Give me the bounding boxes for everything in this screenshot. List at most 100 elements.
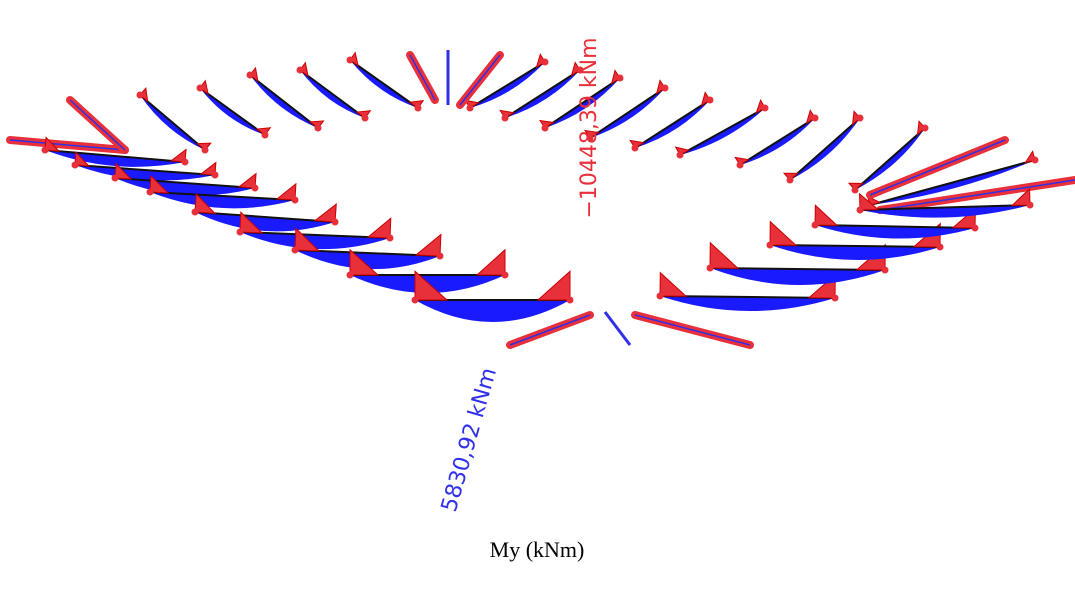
moment-positive [240, 232, 390, 250]
node [501, 271, 509, 279]
moment-positive [860, 205, 1030, 218]
moment-negative [249, 66, 259, 83]
moment-negative [408, 100, 425, 109]
caption: My (kNm) [490, 537, 585, 562]
moment-negative [239, 211, 264, 234]
member [859, 204, 1031, 211]
node [856, 114, 864, 122]
moment-negative [709, 241, 740, 269]
node [881, 266, 889, 274]
moment-positive [710, 268, 885, 286]
moment-positive [150, 192, 295, 209]
moment-negative [1010, 187, 1031, 207]
node [656, 292, 664, 300]
member [679, 107, 766, 156]
member [509, 314, 591, 346]
member [879, 179, 1075, 211]
moment-negative [769, 220, 798, 246]
node [111, 174, 119, 182]
member [504, 69, 581, 119]
moment-negative [199, 161, 217, 176]
member [603, 311, 632, 346]
node [766, 241, 774, 249]
moment-negative [414, 270, 449, 301]
node [811, 114, 819, 122]
moment-positive [75, 165, 215, 181]
member [589, 87, 666, 139]
moment-negative [275, 182, 297, 201]
moment-positive [195, 212, 335, 232]
node [921, 124, 929, 132]
node [191, 208, 199, 216]
node [541, 58, 549, 66]
node [261, 131, 269, 139]
member [149, 191, 296, 201]
moment-negative [237, 172, 257, 189]
moment-negative [610, 69, 621, 85]
moment-negative [814, 204, 839, 226]
member [199, 87, 266, 136]
moment-negative [755, 98, 766, 114]
node [201, 146, 209, 154]
moment-positive [45, 150, 185, 167]
moment-negative [734, 156, 750, 166]
moment-positive [115, 178, 255, 196]
node [1031, 156, 1039, 164]
node [736, 161, 744, 169]
member [194, 211, 336, 223]
moment-negative [583, 129, 600, 139]
node [136, 91, 144, 99]
moment-positive [415, 300, 570, 322]
member [739, 117, 816, 166]
node [314, 124, 322, 132]
moment-positive [770, 245, 940, 261]
moment-negative [139, 86, 149, 103]
node [811, 221, 819, 229]
moment-negative [199, 79, 209, 96]
node [616, 74, 624, 82]
member [769, 244, 941, 248]
node [411, 296, 419, 304]
member [459, 54, 501, 106]
node [41, 146, 49, 154]
member [789, 117, 861, 181]
moment-negative [299, 61, 309, 78]
node [851, 186, 859, 194]
node [196, 84, 204, 92]
moment-negative [916, 120, 926, 136]
member [114, 177, 256, 189]
member [409, 54, 436, 101]
member [469, 61, 546, 109]
moment-negative [858, 192, 880, 211]
node [856, 206, 864, 214]
node [386, 234, 394, 242]
member [74, 164, 216, 176]
node [414, 104, 422, 112]
node [331, 218, 339, 226]
node [576, 66, 584, 74]
node [661, 84, 669, 92]
node [346, 271, 354, 279]
member [299, 69, 366, 119]
node [761, 104, 769, 112]
node [71, 161, 79, 169]
moment-negative [659, 271, 688, 297]
node [246, 71, 254, 79]
max-negative-label: −10448,39 kNm [577, 37, 602, 218]
node [211, 171, 219, 179]
node [971, 224, 979, 232]
node [236, 228, 244, 236]
node [706, 96, 714, 104]
max-positive-label: 5830,92 kNm [437, 365, 502, 515]
node [146, 188, 154, 196]
node [676, 151, 684, 159]
moment-negative [44, 136, 61, 152]
node [291, 196, 299, 204]
member [709, 267, 886, 271]
node [346, 56, 354, 64]
node [541, 124, 549, 132]
moment-negative [349, 248, 380, 276]
moment-negative [538, 119, 555, 129]
moment-negative [805, 109, 816, 125]
